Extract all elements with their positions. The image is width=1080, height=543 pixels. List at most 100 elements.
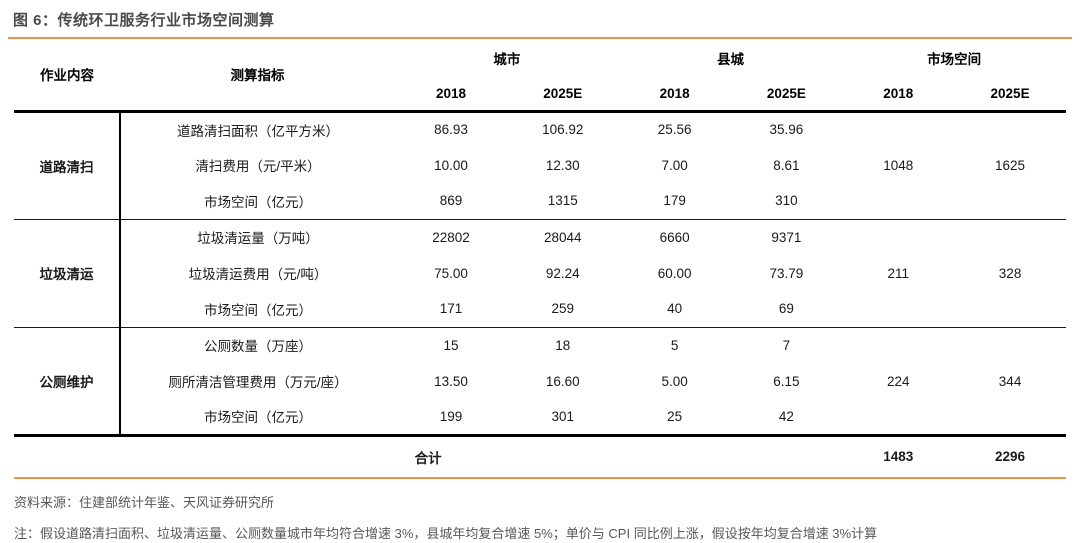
cell-value: 8.61 [773, 157, 800, 173]
cell-value: 92.24 [545, 265, 580, 281]
cell-value: 10.00 [434, 157, 468, 173]
cell-value [842, 326, 955, 363]
cell-value: 6.15 [773, 373, 800, 389]
cell-value: 259 [551, 301, 575, 317]
table-body: 道路清扫 道路清扫面积（亿平方米） 86.93 106.92 25.56 35.… [14, 111, 1066, 435]
indicator-label: 厕所清洁管理费用（万元/座） [168, 375, 348, 390]
title-divider [8, 37, 1072, 39]
cell-value: 1315 [547, 193, 578, 209]
cell-value: 1048 [883, 157, 914, 173]
cell-value: 179 [663, 193, 686, 209]
col-group-county: 县城 [717, 52, 744, 67]
table-row: 垃圾清运 垃圾清运量（万吨） 22802 28044 6660 9371 [14, 218, 1066, 327]
total-value-2025e: 2296 [954, 433, 1066, 477]
cell-value: 13.50 [434, 373, 468, 389]
job-label-toilet-maintenance: 公厕维护 [14, 326, 122, 435]
col-header-city-2025e: 2025E [506, 77, 619, 113]
col-header-market-2018: 2018 [842, 77, 955, 113]
cell-value: 869 [439, 193, 463, 209]
market-space-table: 作业内容 测算指标 城市 县城 市场空间 2018 2025E 2018 202… [14, 39, 1066, 477]
indicator-label: 市场空间（亿元） [204, 194, 313, 210]
cell-value: 199 [439, 408, 463, 424]
cell-value: 18 [506, 326, 619, 363]
total-label: 合计 [14, 433, 843, 477]
cell-value: 171 [439, 301, 463, 317]
job-label-road-sweeping: 道路清扫 [14, 111, 122, 219]
cell-value [954, 111, 1066, 147]
cell-value: 6660 [618, 218, 731, 255]
indicator-label: 公厕数量（万座） [120, 326, 396, 363]
cell-value: 42 [778, 408, 794, 424]
cell-value [842, 111, 954, 147]
note-line: 注：假设道路清扫面积、垃圾清运量、公厕数量城市年均符合增速 3%，县城年均复合增… [14, 526, 878, 541]
cell-value: 75.00 [434, 265, 468, 281]
indicator-label: 垃圾清运费用（元/吨） [188, 267, 328, 282]
cell-value [954, 326, 1066, 363]
cell-value [954, 399, 1066, 435]
col-header-market-2025e: 2025E [954, 77, 1066, 113]
indicator-label: 市场空间（亿元） [204, 410, 313, 426]
cell-value: 25 [667, 408, 683, 424]
table-row: 道路清扫 道路清扫面积（亿平方米） 86.93 106.92 25.56 35.… [14, 111, 1066, 219]
cell-value: 25.56 [657, 122, 692, 138]
table-row: 垃圾清运费用（元/吨） 75.00 92.24 60.00 73.79 211 … [14, 255, 1066, 291]
col-group-market-space: 市场空间 [927, 52, 982, 67]
table-row: 公厕维护 公厕数量（万座） 15 18 5 7 [14, 326, 1066, 435]
cell-value: 211 [887, 265, 909, 281]
indicator-label: 市场空间（亿元） [204, 302, 313, 318]
cell-value: 60.00 [657, 265, 692, 281]
cell-value: 73.79 [769, 265, 804, 281]
cell-value: 310 [775, 193, 798, 209]
cell-value: 7 [730, 326, 843, 363]
cell-value [842, 399, 954, 435]
indicator-label: 垃圾清运量（万吨） [120, 218, 396, 255]
col-header-indicator: 测算指标 [120, 39, 396, 113]
total-value-2018: 1483 [842, 433, 955, 477]
cell-value: 15 [395, 326, 507, 363]
cell-value: 40 [667, 301, 683, 317]
cell-value: 9371 [730, 218, 843, 255]
job-label-garbage-collection: 垃圾清运 [14, 218, 122, 327]
table-row: 厕所清洁管理费用（万元/座） 13.50 16.60 5.00 6.15 224… [14, 363, 1066, 399]
cell-value [842, 183, 954, 219]
cell-value: 35.96 [769, 122, 804, 138]
cell-value: 301 [551, 408, 575, 424]
cell-value: 28044 [506, 218, 619, 255]
total-row: 合计 1483 2296 [14, 433, 1066, 477]
cell-value: 328 [998, 265, 1022, 281]
cell-value: 22802 [395, 218, 507, 255]
col-header-county-2025e: 2025E [730, 77, 843, 113]
source-line: 资料来源：住建部统计年鉴、天风证券研究所 [14, 495, 275, 510]
cell-value [842, 218, 955, 255]
table-header: 作业内容 测算指标 城市 县城 市场空间 2018 2025E 2018 202… [14, 39, 1066, 113]
cell-value: 69 [778, 301, 794, 317]
cell-value: 16.60 [545, 373, 580, 389]
cell-value [842, 291, 954, 327]
table-row: 清扫费用（元/平米） 10.00 12.30 7.00 8.61 1048 16… [14, 147, 1066, 183]
col-header-job: 作业内容 [14, 39, 121, 113]
table-bottom-divider [14, 477, 1066, 479]
cell-value: 86.93 [434, 122, 468, 138]
cell-value: 5 [618, 326, 731, 363]
cell-value: 1625 [995, 157, 1026, 173]
cell-value [954, 291, 1066, 327]
table-row: 市场空间（亿元） 869 1315 179 310 [14, 183, 1066, 219]
cell-value: 5.00 [661, 373, 688, 389]
col-header-county-2018: 2018 [618, 77, 731, 113]
cell-value [954, 183, 1066, 219]
cell-value: 7.00 [661, 157, 688, 173]
cell-value: 224 [886, 373, 910, 389]
indicator-label: 清扫费用（元/平米） [195, 159, 321, 174]
cell-value [954, 218, 1066, 255]
cell-value: 12.30 [545, 157, 580, 173]
cell-value: 344 [998, 373, 1022, 389]
col-group-city: 城市 [493, 52, 521, 67]
col-header-city-2018: 2018 [395, 77, 507, 113]
table-row: 市场空间（亿元） 171 259 40 69 [14, 291, 1066, 327]
figure-footer: 资料来源：住建部统计年鉴、天风证券研究所 注：假设道路清扫面积、垃圾清运量、公厕… [14, 479, 1066, 542]
cell-value: 106.92 [542, 122, 584, 138]
figure-title: 图 6：传统环卫服务行业市场空间测算 [13, 12, 275, 29]
table-row: 市场空间（亿元） 199 301 25 42 [14, 399, 1066, 435]
indicator-label: 道路清扫面积（亿平方米） [177, 123, 340, 139]
